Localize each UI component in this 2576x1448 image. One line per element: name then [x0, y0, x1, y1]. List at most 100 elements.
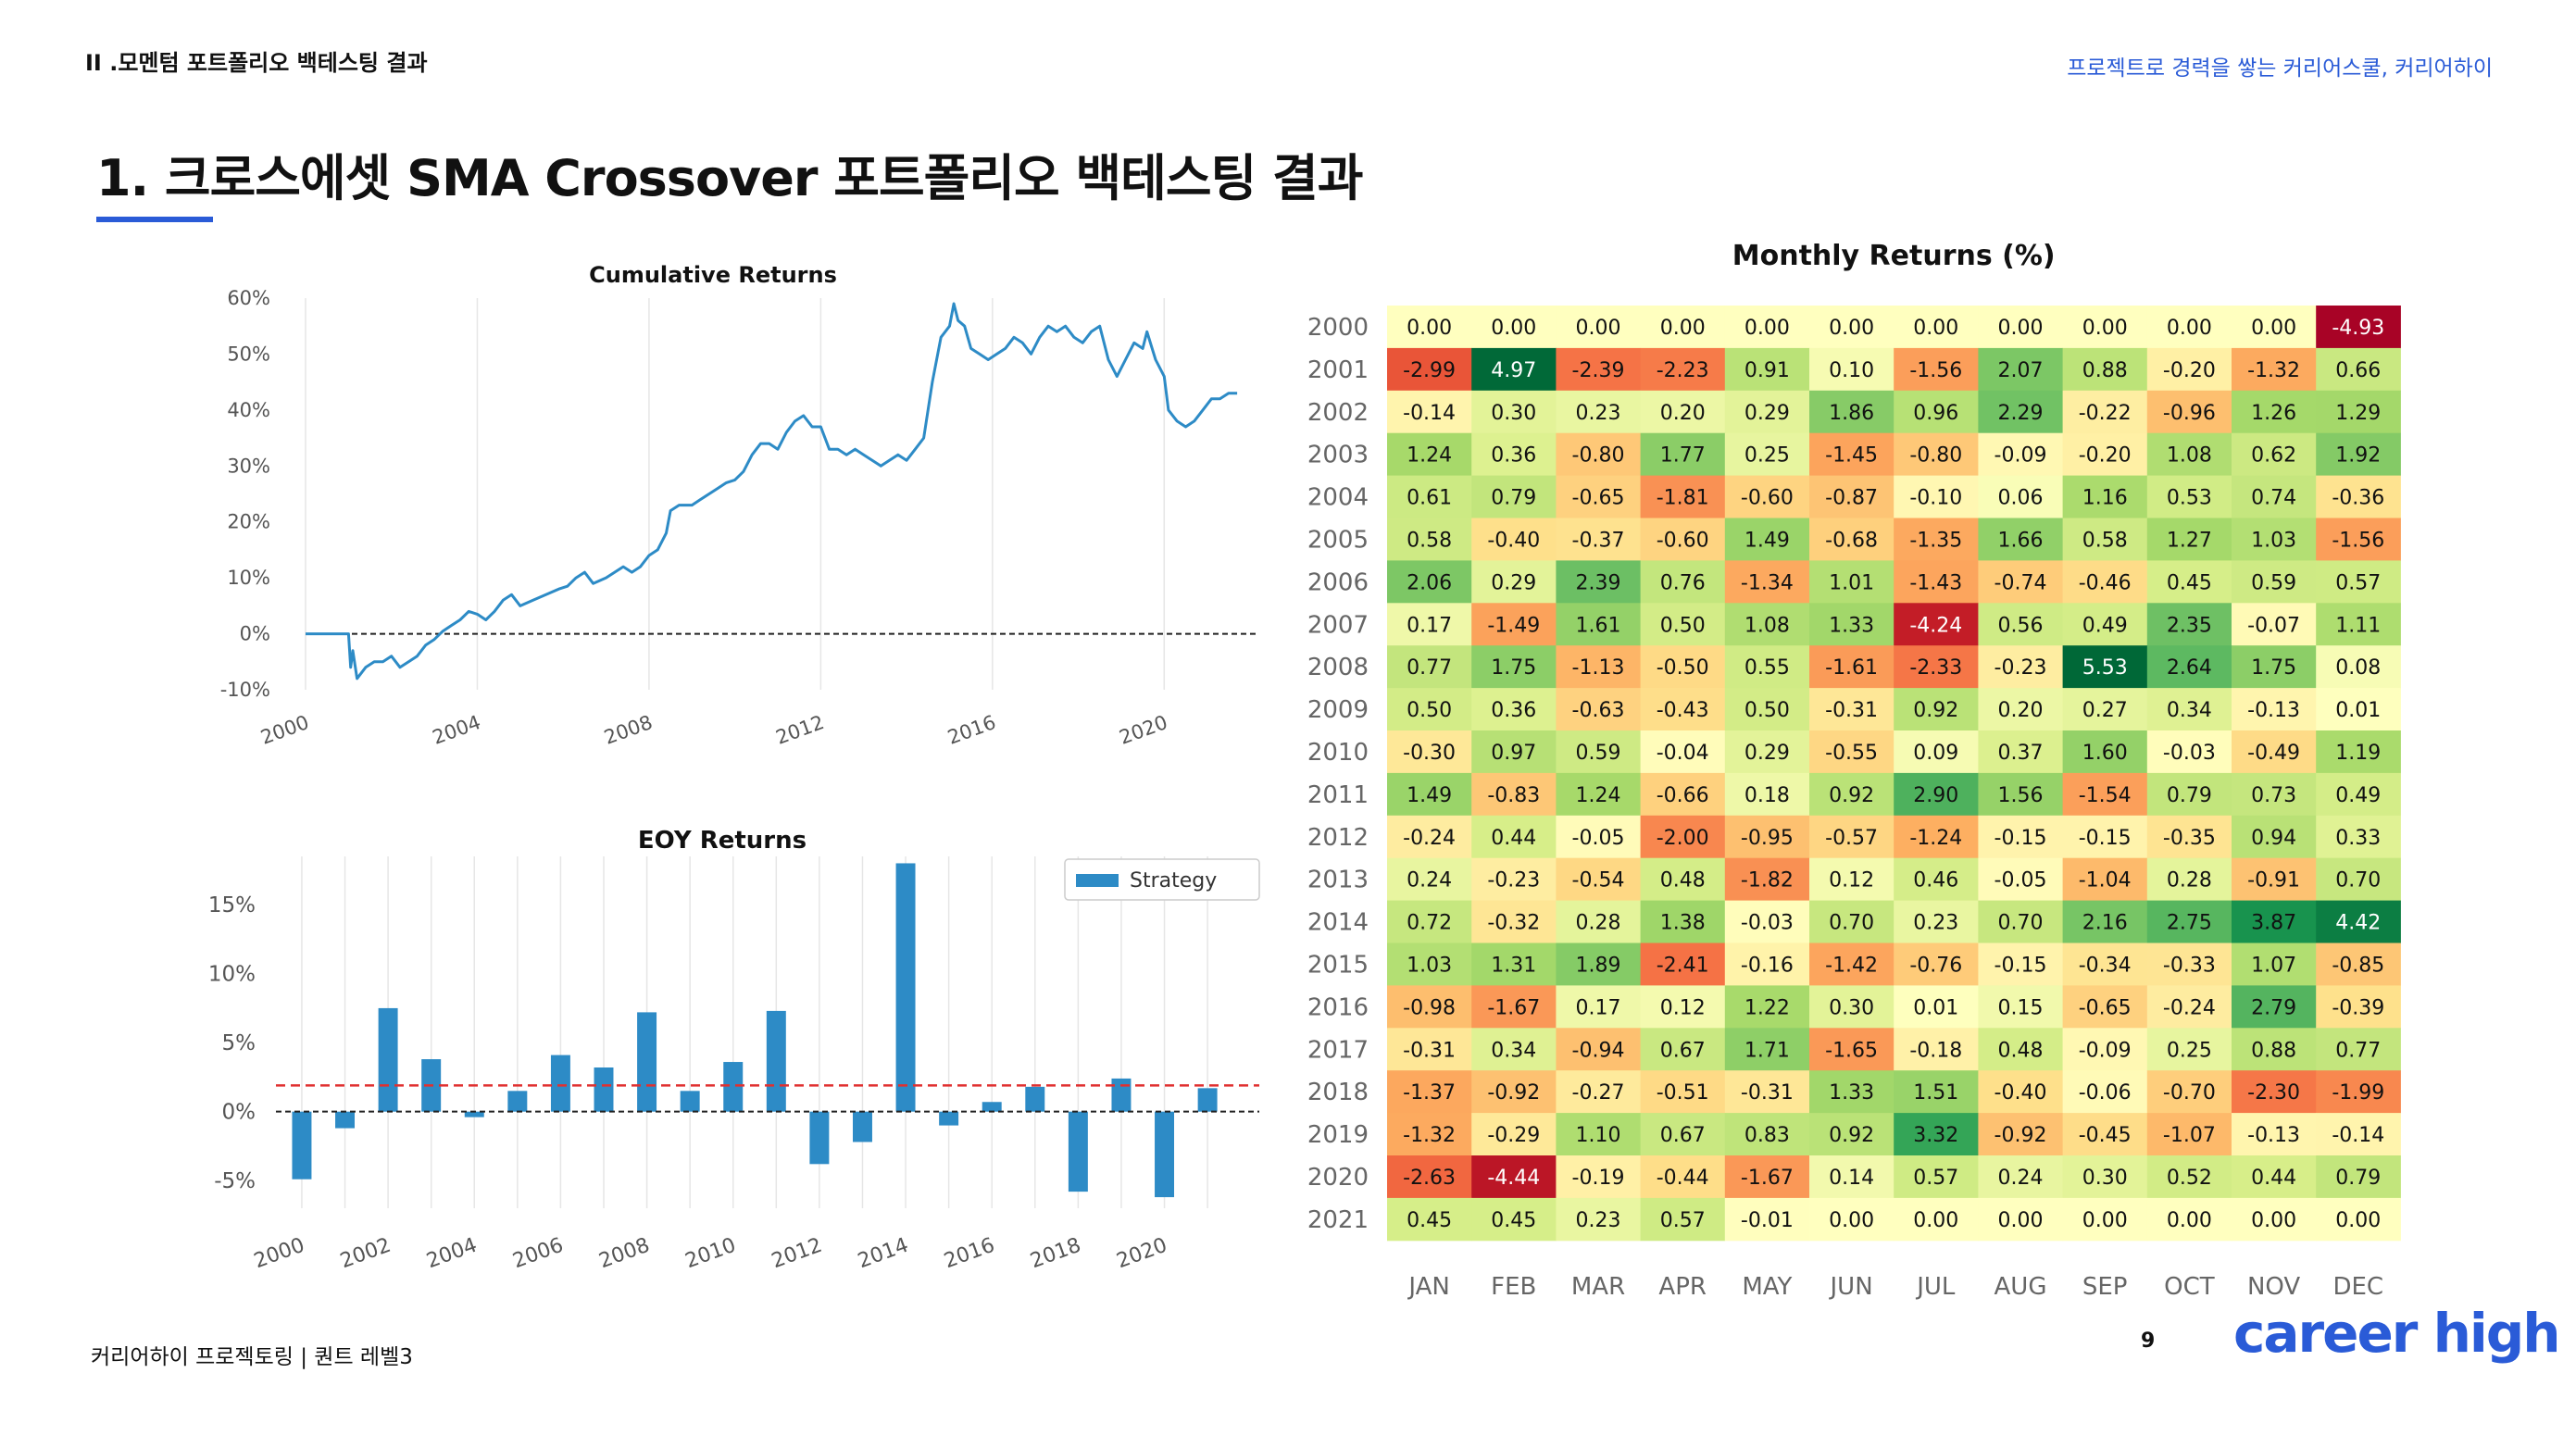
- heatmap-cell: [2146, 603, 2232, 646]
- heatmap-cell: [2146, 815, 2232, 859]
- heatmap-cell: [1387, 475, 1472, 518]
- heatmap-cell: [2316, 390, 2401, 434]
- heatmap-cell: [1471, 942, 1557, 986]
- heatmap-cell: [1724, 306, 1810, 349]
- heatmap-cell: [1640, 815, 1726, 859]
- bar-2004: [464, 1111, 484, 1117]
- heatmap-cell: [1978, 1070, 2064, 1114]
- heatmap-cell: [1556, 390, 1642, 434]
- cell-value: 0.92: [1829, 1124, 1874, 1147]
- heatmap-cell: [1387, 432, 1472, 477]
- cell-value: -0.09: [1995, 444, 2047, 468]
- row-label: 2009: [1307, 696, 1369, 724]
- row-label: 2020: [1307, 1164, 1369, 1192]
- x-tick-label: 2020: [1117, 711, 1170, 749]
- cell-value: 0.79: [2335, 1167, 2381, 1190]
- cell-value: -0.16: [1741, 954, 1794, 977]
- heatmap-cell: [2146, 560, 2232, 604]
- heatmap-cell: [2232, 645, 2317, 689]
- heatmap-cell: [1978, 645, 2064, 689]
- heatmap-cell: [1978, 730, 2064, 774]
- heatmap-cell: [2232, 772, 2317, 817]
- x-tick-label: 2000: [257, 711, 311, 749]
- cell-value: -1.49: [1487, 614, 1540, 637]
- heatmap-cell: [2316, 1070, 2401, 1114]
- heatmap-cell: [2232, 432, 2317, 477]
- cell-value: -1.81: [1657, 487, 1709, 510]
- heatmap-cell: [1387, 772, 1472, 817]
- heatmap-cell: [1809, 475, 1894, 518]
- heatmap-cell: [2146, 518, 2232, 561]
- cell-value: 0.48: [1660, 869, 1706, 893]
- heatmap-cell: [1809, 306, 1894, 349]
- cell-value: 2.90: [1913, 784, 1958, 807]
- cell-value: 4.42: [2335, 912, 2381, 935]
- cell-value: -0.55: [1825, 742, 1878, 765]
- cell-value: 0.77: [2335, 1039, 2381, 1062]
- heatmap-cell: [2146, 645, 2232, 689]
- heatmap-cell: [1387, 1155, 1472, 1199]
- heatmap-cell: [1809, 1155, 1894, 1199]
- cell-value: 0.61: [1407, 487, 1452, 510]
- cell-value: -0.39: [2332, 996, 2384, 1019]
- cell-value: 0.00: [1660, 317, 1706, 340]
- cell-value: -0.03: [1741, 912, 1794, 935]
- heatmap-cell: [1640, 1155, 1726, 1199]
- x-tick-label: 2014: [855, 1234, 911, 1274]
- column-label: NOV: [2247, 1273, 2300, 1301]
- cell-value: -0.09: [2079, 1039, 2132, 1062]
- heatmap-cell: [1387, 985, 1472, 1029]
- bar-2018: [1068, 1111, 1088, 1192]
- cell-value: -0.23: [1487, 869, 1540, 893]
- heatmap-cell: [2232, 1113, 2317, 1156]
- column-label: DEC: [2332, 1273, 2383, 1301]
- cell-value: 0.00: [1998, 317, 2044, 340]
- cell-value: 0.15: [1998, 996, 2044, 1019]
- bar-2011: [766, 1010, 786, 1112]
- cell-value: -0.18: [1909, 1039, 1962, 1062]
- x-tick-label: 2020: [1114, 1234, 1170, 1274]
- heatmap-cell: [1471, 603, 1557, 646]
- heatmap-cell: [1471, 1197, 1557, 1242]
- cell-value: 1.31: [1491, 954, 1536, 977]
- heatmap-cell: [1640, 347, 1726, 392]
- cell-value: 2.35: [2167, 614, 2212, 637]
- cell-value: 1.60: [2082, 742, 2128, 765]
- cell-value: -0.45: [2079, 1124, 2132, 1147]
- heatmap-cell: [2316, 857, 2401, 902]
- column-label: JUN: [1829, 1273, 1873, 1301]
- heatmap-cell: [1556, 772, 1642, 817]
- cell-value: 0.88: [2082, 359, 2128, 382]
- cell-value: -0.76: [1909, 954, 1962, 977]
- heatmap-cell: [2146, 306, 2232, 349]
- cell-value: 0.00: [1491, 317, 1536, 340]
- x-tick-label: 2008: [601, 711, 655, 749]
- cumulative-returns-chart: Cumulative Returns 2000 2004 2008 2012 2016 20…: [220, 262, 1259, 749]
- cell-value: -0.20: [2163, 359, 2216, 382]
- cell-value: -0.57: [1825, 827, 1878, 850]
- heatmap-cell: [2062, 306, 2148, 349]
- row-label: 2004: [1307, 484, 1369, 512]
- cell-value: -0.92: [1487, 1081, 1540, 1105]
- cell-value: -0.10: [1909, 487, 1962, 510]
- cell-value: 0.30: [2082, 1167, 2128, 1190]
- cell-value: 1.24: [1407, 444, 1452, 468]
- heatmap-cell: [1894, 390, 1979, 434]
- heatmap-cell: [1724, 772, 1810, 817]
- heatmap-cell: [1978, 985, 2064, 1029]
- heatmap-cell: [2146, 390, 2232, 434]
- cell-value: -0.49: [2247, 742, 2300, 765]
- heatmap-cell: [2316, 1113, 2401, 1156]
- cell-value: 0.72: [1407, 912, 1452, 935]
- heatmap-cell: [1556, 475, 1642, 518]
- column-label: OCT: [2164, 1273, 2215, 1301]
- heatmap-cell: [1387, 1070, 1472, 1114]
- heatmap-cell: [1894, 306, 1979, 349]
- cell-value: -0.31: [1403, 1039, 1456, 1062]
- heatmap-cell: [2062, 347, 2148, 392]
- bar-2005: [507, 1091, 528, 1112]
- chart-title: EOY Returns: [638, 827, 807, 855]
- heatmap-cell: [2232, 1070, 2317, 1114]
- cell-value: 1.75: [2251, 656, 2296, 680]
- cell-value: -0.15: [2079, 827, 2132, 850]
